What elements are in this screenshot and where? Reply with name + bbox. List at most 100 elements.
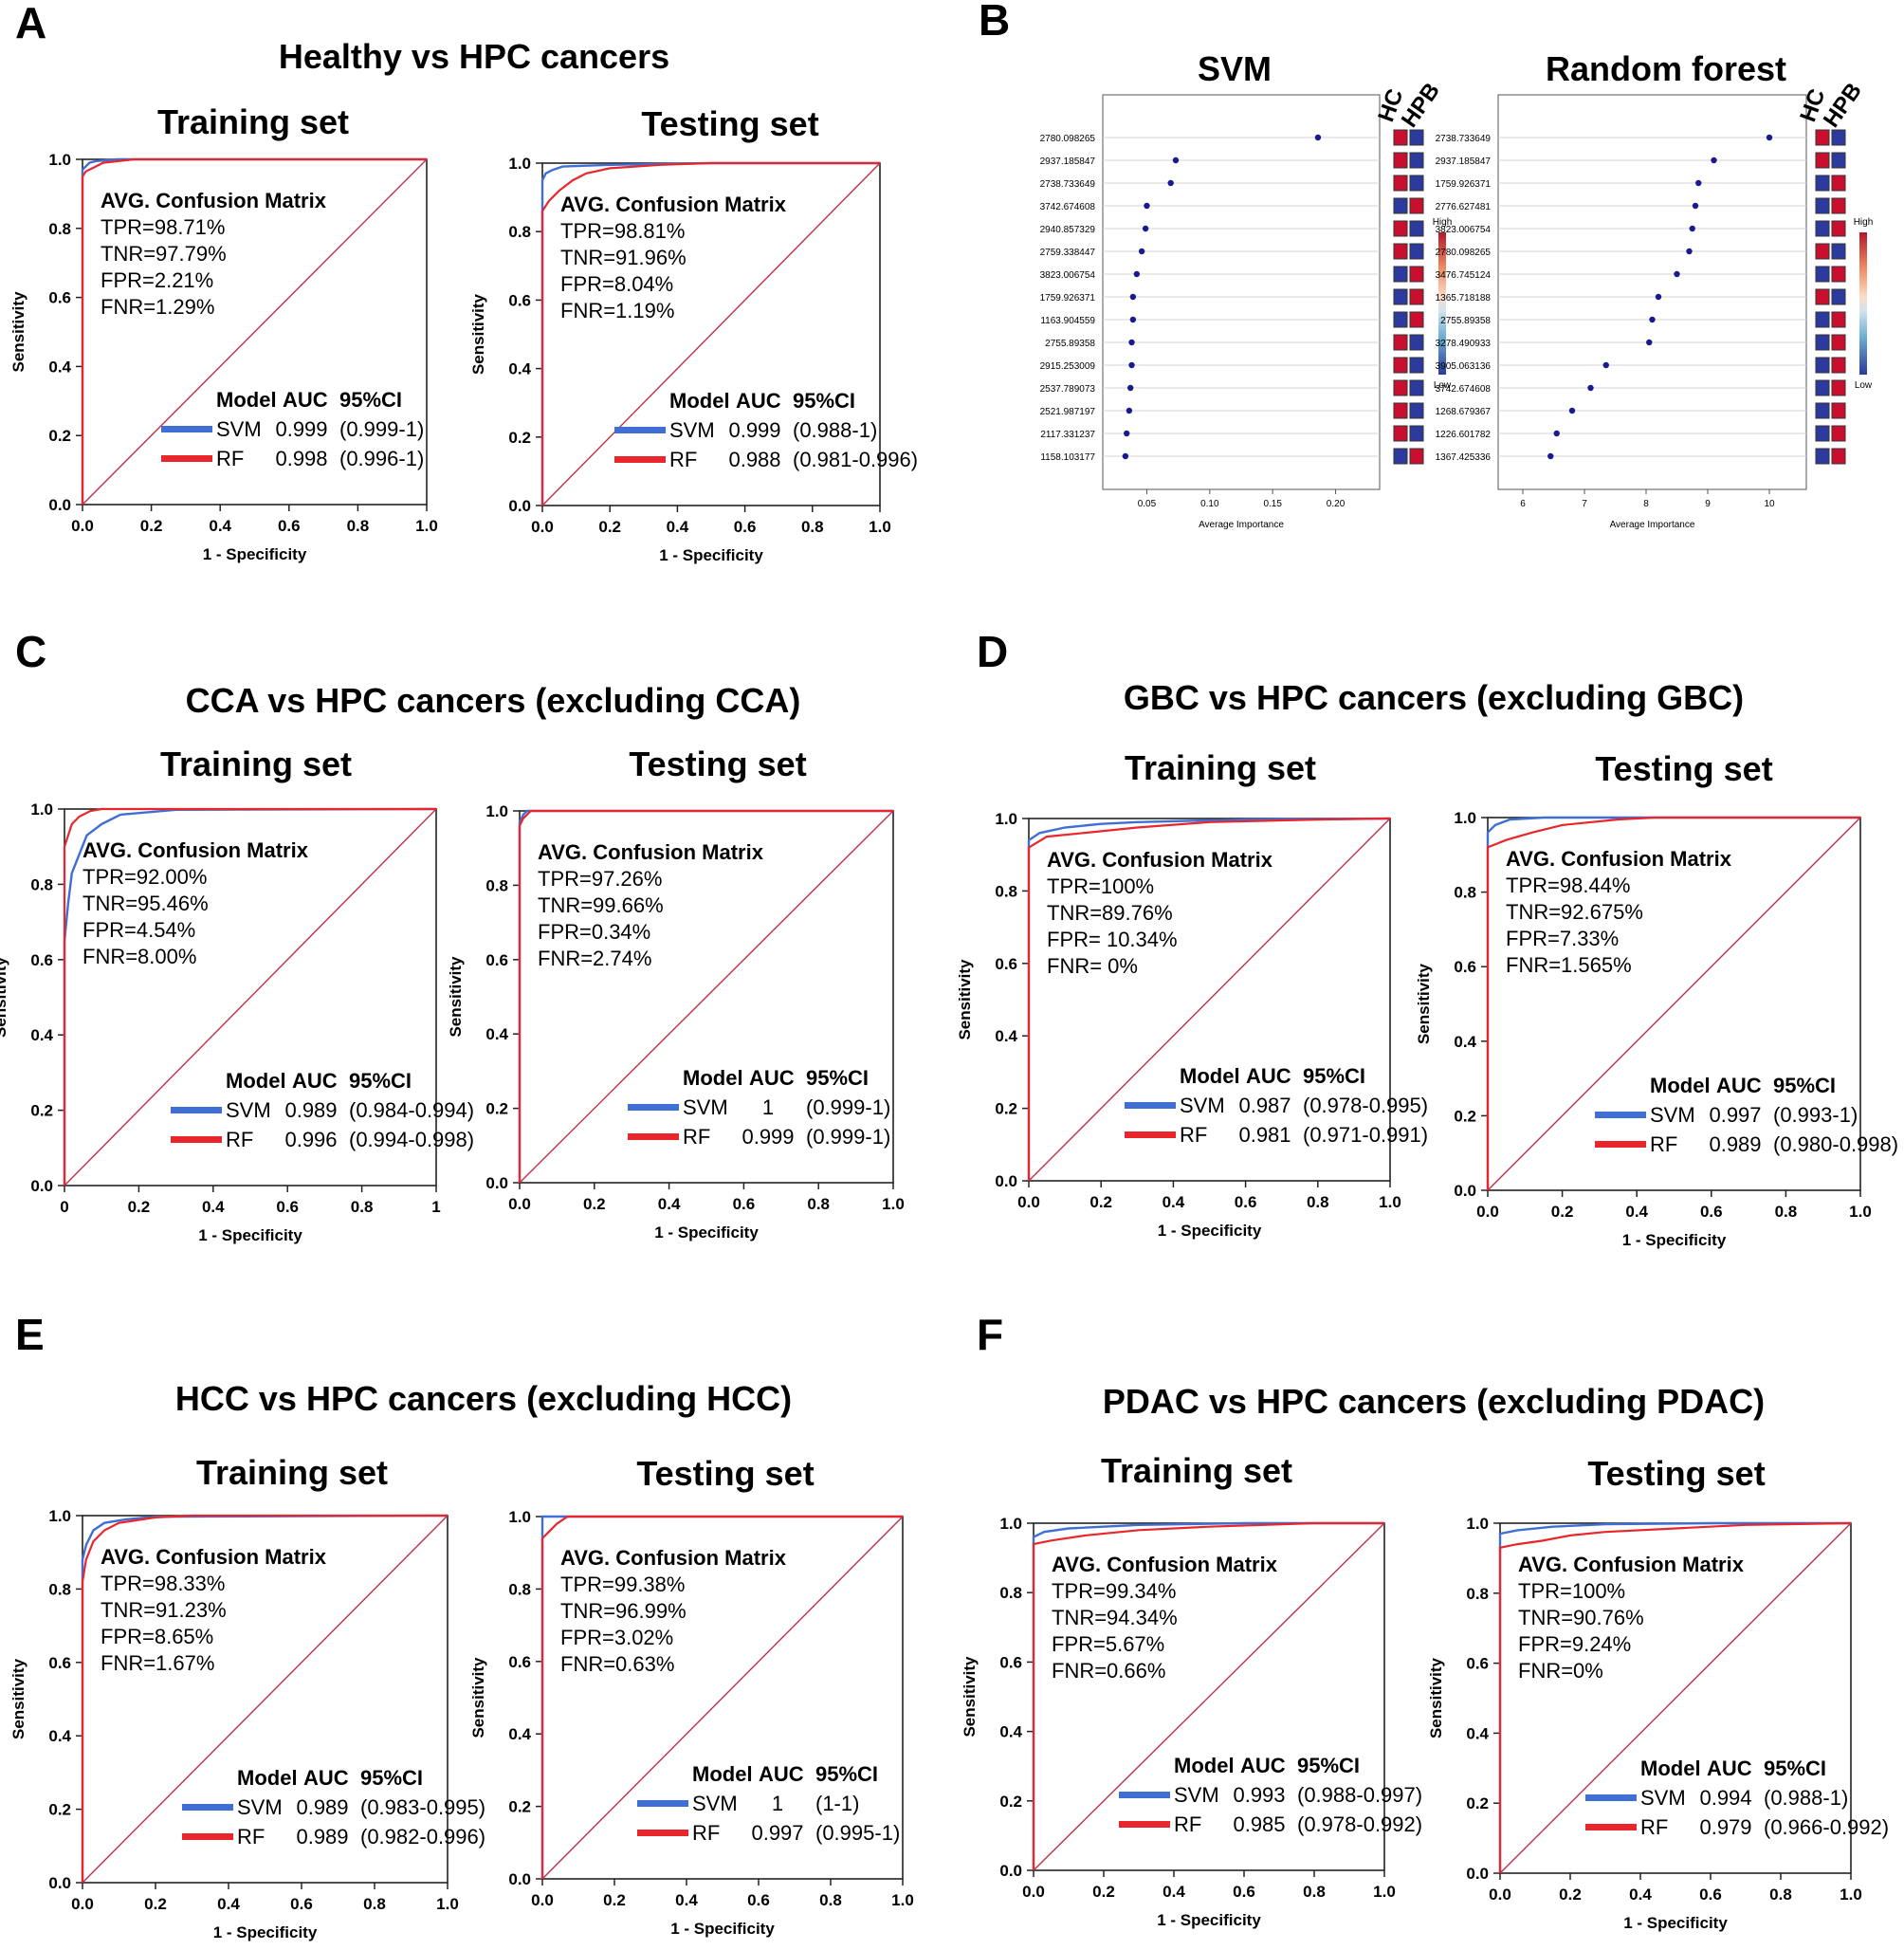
vi-scale-high-label: High <box>1854 217 1874 228</box>
x-tick-label: 0.4 <box>667 518 689 536</box>
x-tick-label: 0.0 <box>531 1891 554 1909</box>
legend-header-model: Model <box>1174 1754 1235 1777</box>
legend-auc-value: 0.999 <box>741 1125 794 1149</box>
legend-auc-value: 0.987 <box>1238 1094 1291 1117</box>
confusion-matrix-line: FPR=0.34% <box>538 920 650 944</box>
legend-ci-value: (0.988-1) <box>793 418 877 442</box>
legend-auc-value: 0.989 <box>1709 1132 1761 1156</box>
svm-roc-curve <box>1498 1521 1851 1873</box>
legend-auc-value: 0.989 <box>296 1825 348 1849</box>
vi-feature-label: 2521.987197 <box>1040 407 1096 417</box>
confusion-matrix-line: FNR=1.19% <box>560 299 674 322</box>
confusion-matrix-line: FNR=1.565% <box>1506 953 1632 977</box>
y-axis-label: Sensitivity <box>447 956 465 1038</box>
legend-ci-value: (0.994-0.998) <box>349 1128 474 1151</box>
y-axis-label: Sensitivity <box>469 293 487 375</box>
y-axis-label: Sensitivity <box>9 291 27 373</box>
y-tick-label: 0.2 <box>48 1801 71 1819</box>
rf-roc-curve <box>540 161 880 506</box>
vi-hc-tile <box>1815 402 1830 419</box>
vi-hpb-tile <box>1409 175 1424 192</box>
chance-diagonal <box>1028 818 1391 1182</box>
vi-importance-dot <box>1167 179 1174 187</box>
svm-legend-swatch <box>1595 1112 1646 1118</box>
confusion-matrix-line: TPR=99.38% <box>560 1573 685 1596</box>
rf-legend-swatch <box>637 1830 688 1836</box>
x-tick-label: 0.2 <box>1559 1886 1582 1904</box>
y-tick-label: 0.6 <box>48 289 71 307</box>
y-tick-label: 0.8 <box>30 875 53 893</box>
legend-ci-value: (0.995-1) <box>815 1821 900 1845</box>
vi-hc-tile <box>1393 402 1408 419</box>
y-tick-label: 1.0 <box>48 1507 71 1525</box>
vi-feature-label: 1759.926371 <box>1436 179 1492 190</box>
vi-chart-random-forest: Random forest 2738.733649 2937.185847 1759.… <box>1436 49 1874 530</box>
legend-auc-value: 0.999 <box>275 417 327 441</box>
vi-feature-label: 2915.253009 <box>1040 361 1096 372</box>
confusion-matrix-line: TNR=91.23% <box>101 1598 227 1622</box>
y-tick-label: 0.8 <box>48 220 71 238</box>
legend-auc-value: 0.996 <box>284 1128 337 1151</box>
vi-feature-label: 1226.601782 <box>1436 430 1492 440</box>
y-axis-label: Sensitivity <box>1415 963 1433 1044</box>
y-tick-label: 0.4 <box>508 1725 531 1743</box>
legend-ci-value: (0.983-0.995) <box>360 1795 485 1819</box>
legend-header-auc: AUC <box>303 1766 349 1790</box>
legend-auc-value: 0.997 <box>1709 1103 1761 1127</box>
rf-legend-swatch <box>614 456 666 463</box>
y-tick-label: 0.0 <box>30 1177 53 1195</box>
vi-x-tick-label: 7 <box>1582 499 1587 509</box>
x-tick-label: 0.4 <box>209 517 231 535</box>
legend-model-name: RF <box>237 1825 265 1849</box>
y-axis-label: Sensitivity <box>469 1657 487 1738</box>
y-tick-label: 0.0 <box>995 1172 1017 1190</box>
vi-hpb-tile <box>1409 448 1424 465</box>
svm-roc-curve <box>81 157 427 505</box>
y-tick-label: 0.8 <box>1454 884 1476 902</box>
legend-header-model: Model <box>237 1766 298 1790</box>
panel-letter: A <box>15 0 46 47</box>
x-tick-label: 0.4 <box>1629 1886 1652 1904</box>
vi-importance-dot <box>1122 452 1129 460</box>
legend-header-ci: 95%CI <box>1297 1754 1360 1777</box>
legend-model-name: SVM <box>683 1095 728 1119</box>
vi-hc-tile <box>1815 152 1830 169</box>
legend-model-name: SVM <box>1180 1094 1225 1117</box>
roc-plot-testing: Testing set 0.0 0.2 0.4 0.6 0.8 1.0 0.0 0.2 0.4 0.… <box>1415 749 1898 1249</box>
legend-ci-value: (0.984-0.994) <box>349 1098 474 1122</box>
x-axis-label: 1 - Specificity <box>1623 1914 1728 1932</box>
x-tick-label: 0.2 <box>144 1895 167 1913</box>
legend-header-auc: AUC <box>736 389 781 413</box>
vi-scale-low-label: Low <box>1855 380 1873 391</box>
vi-hc-tile <box>1393 152 1408 169</box>
vi-importance-dot <box>1686 248 1693 255</box>
x-tick-label: 0.0 <box>71 517 94 535</box>
svm-legend-swatch <box>182 1804 233 1811</box>
legend-header-model: Model <box>692 1762 753 1786</box>
plot-subtitle: Testing set <box>641 104 818 143</box>
vi-hpb-tile <box>1409 425 1424 442</box>
vi-importance-dot <box>1587 384 1594 392</box>
vi-feature-label: 2755.89358 <box>1440 316 1491 326</box>
confusion-matrix-title: AVG. Confusion Matrix <box>560 1546 787 1570</box>
vi-color-scale-bar <box>1859 232 1867 375</box>
vi-x-tick-label: 0.20 <box>1327 499 1346 509</box>
vi-x-tick-label: 0.05 <box>1138 499 1157 509</box>
plot-subtitle: Testing set <box>629 745 806 783</box>
x-tick-label: 0.6 <box>734 518 757 536</box>
vi-hc-tile <box>1393 311 1408 328</box>
y-tick-label: 1.0 <box>1466 1515 1489 1533</box>
legend-ci-value: (0.988-1) <box>1764 1786 1848 1810</box>
rf-legend-swatch <box>1125 1131 1176 1138</box>
legend-auc-value: 0.994 <box>1699 1786 1751 1810</box>
rf-roc-curve <box>63 807 436 1186</box>
vi-hc-tile <box>1393 425 1408 442</box>
legend-model-name: RF <box>1180 1123 1207 1147</box>
confusion-matrix-title: AVG. Confusion Matrix <box>101 189 327 212</box>
legend-model-name: SVM <box>1640 1786 1686 1810</box>
legend-ci-value: (0.981-0.996) <box>793 448 918 471</box>
confusion-matrix-title: AVG. Confusion Matrix <box>538 840 764 864</box>
x-tick-label: 0.0 <box>1489 1886 1511 1904</box>
svm-roc-curve <box>1027 817 1391 1181</box>
x-tick-label: 0.4 <box>1163 1193 1185 1211</box>
